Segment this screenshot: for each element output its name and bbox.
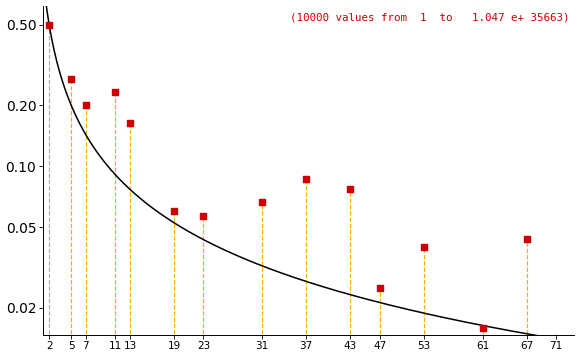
Text: (10000 values from  1  to   1.047 e+ 35663): (10000 values from 1 to 1.047 e+ 35663) (289, 12, 569, 22)
Point (81, 102, 90, 108)
Point (258, 198, 267, 204)
Point (199, 213, 208, 218)
Point (375, 286, 385, 291)
Point (346, 186, 355, 192)
Point (169, 208, 179, 214)
Point (45, 22, 54, 27)
Point (478, 325, 487, 331)
Point (302, 176, 311, 181)
Point (522, 236, 531, 241)
Point (419, 244, 429, 250)
Point (67, 76, 76, 82)
Point (111, 89, 120, 95)
Point (125, 120, 135, 126)
